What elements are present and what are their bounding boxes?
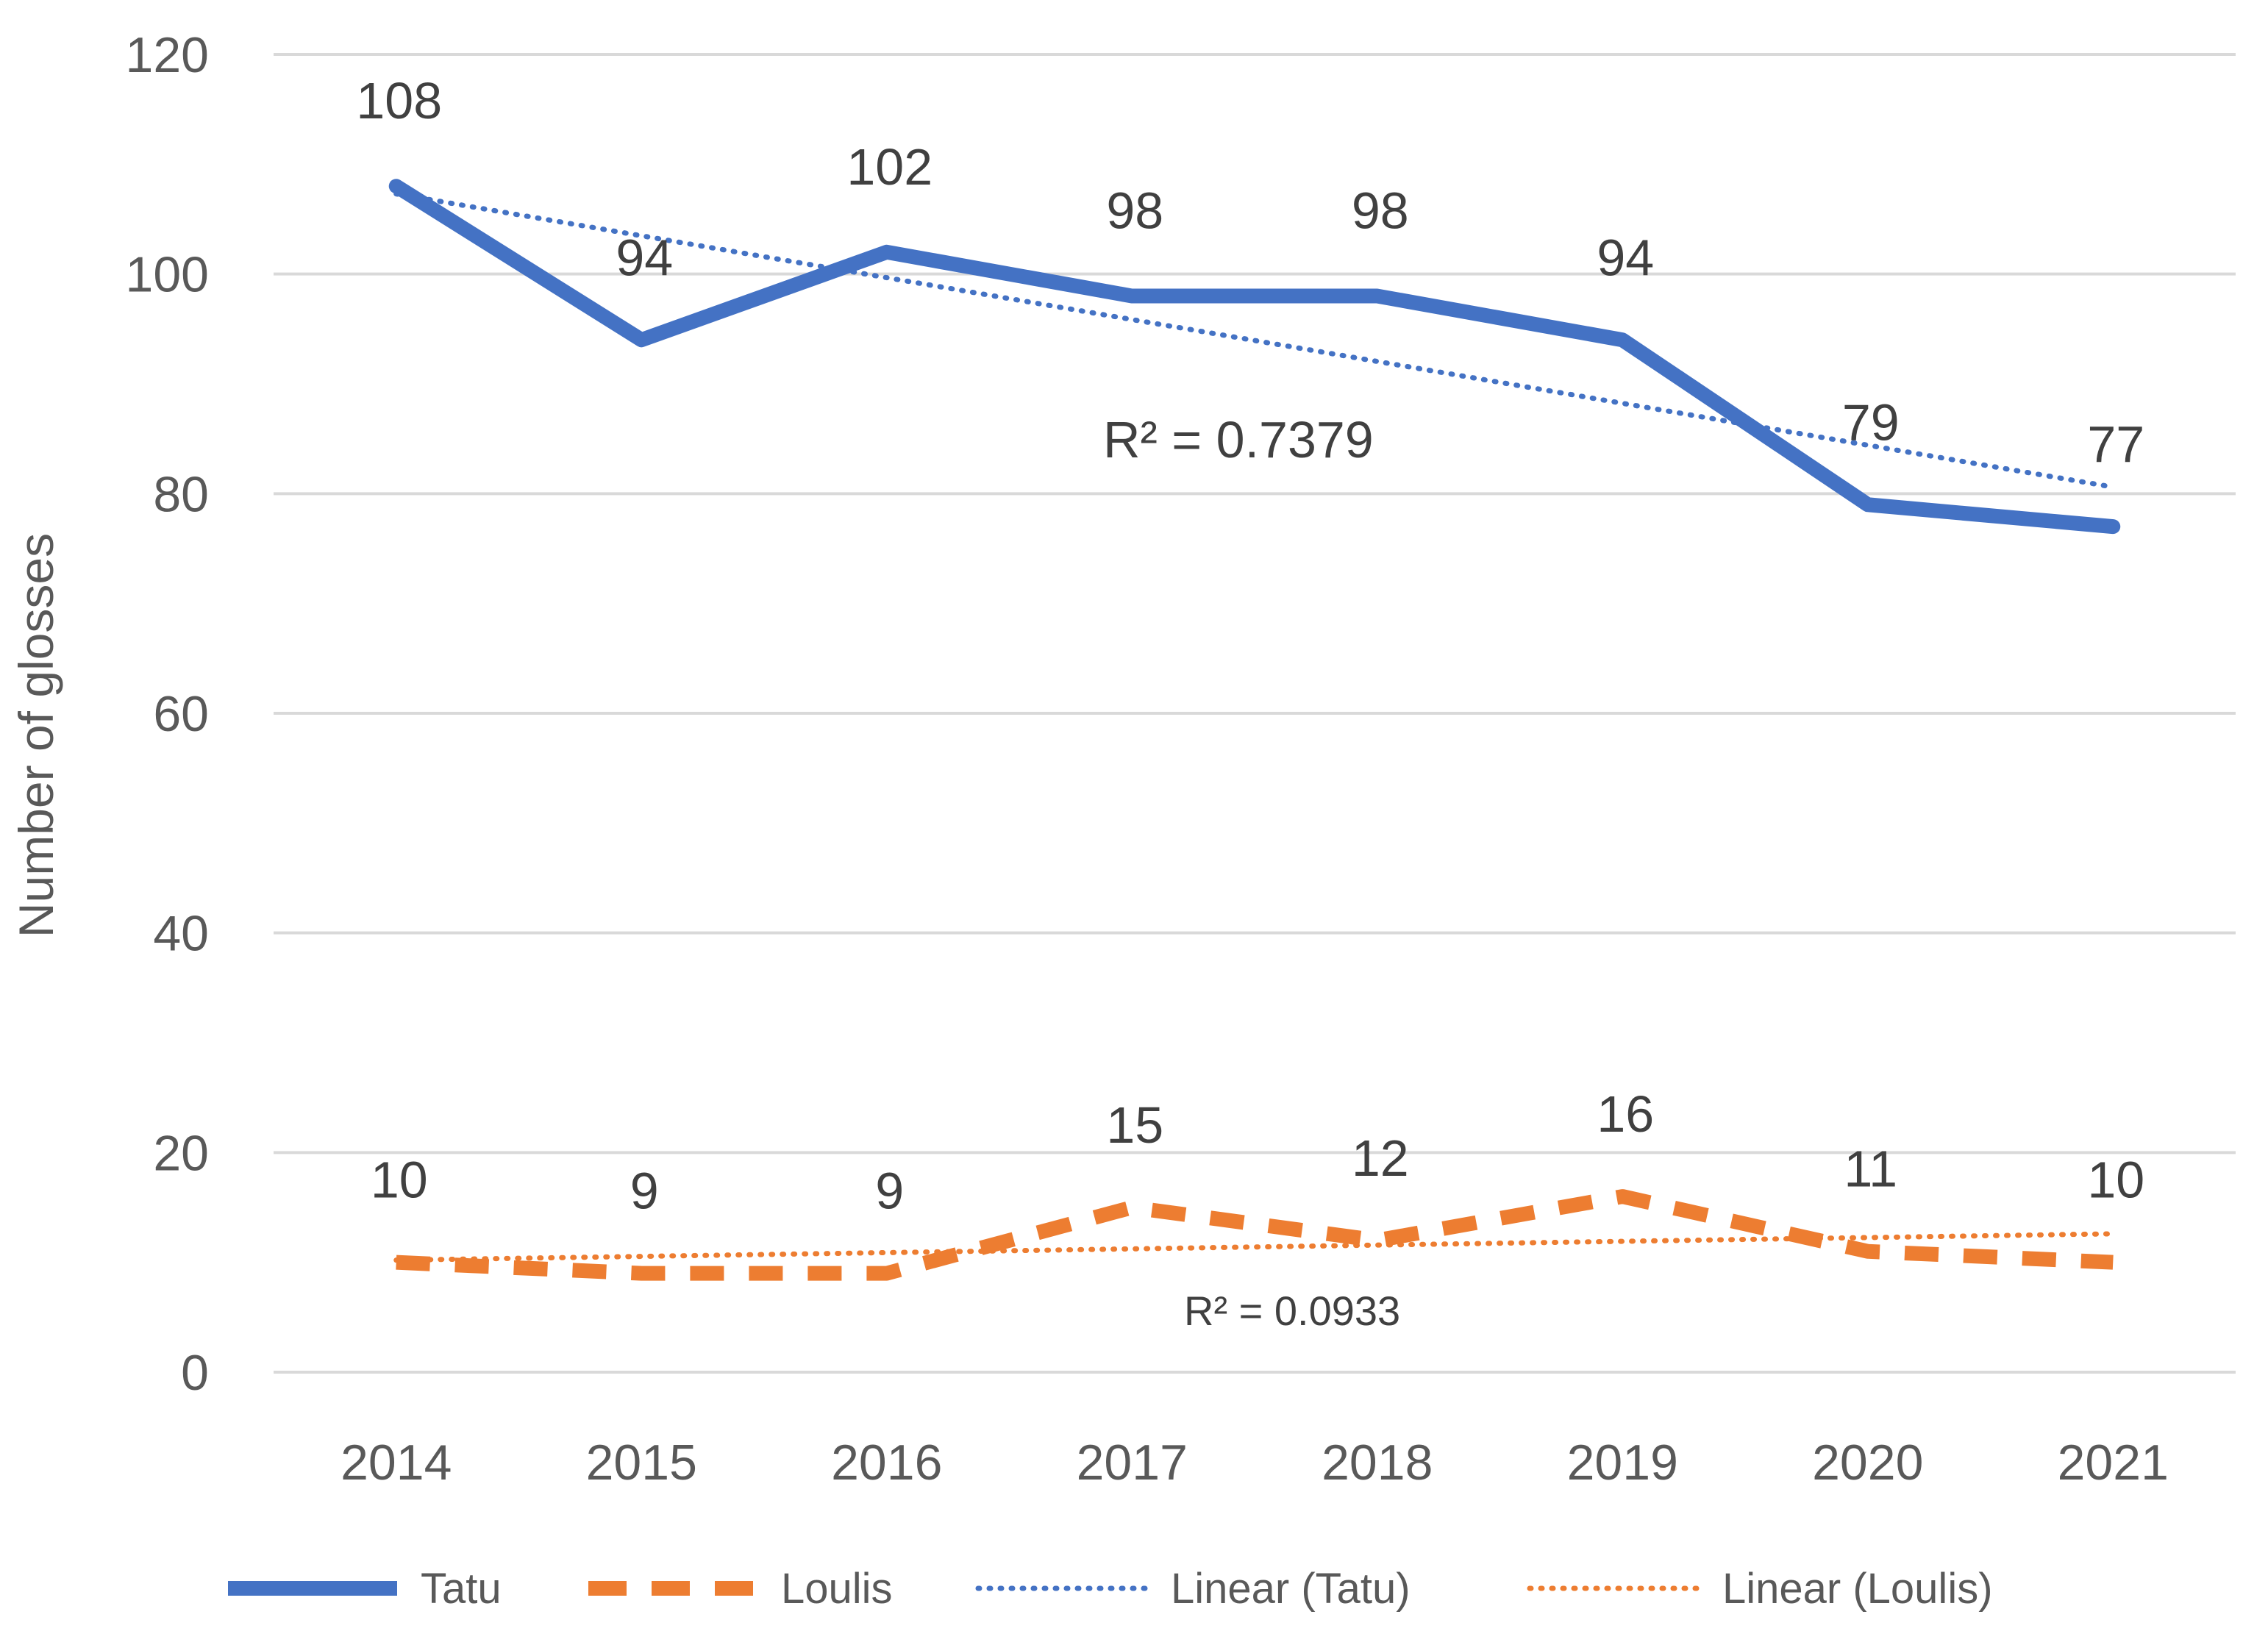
- data-label: 10: [2087, 1152, 2144, 1209]
- data-label: 98: [1106, 182, 1163, 240]
- legend-label: Tatu: [421, 1565, 502, 1613]
- legend-label: Linear (Tatu): [1171, 1565, 1411, 1613]
- y-axis-title: Number of glosses: [9, 533, 63, 938]
- r-squared-loulis: R² = 0.0933: [1184, 1288, 1400, 1334]
- data-labels: 108 94 102 98 98 94 79 77 10 9 9 15 12 16 11 10: [356, 72, 2144, 1219]
- trendline-linear-tatu: [393, 191, 2116, 490]
- data-label: 9: [630, 1163, 659, 1220]
- x-tick-label: 2018: [1322, 1435, 1433, 1491]
- y-tick-label: 40: [153, 906, 209, 962]
- x-tick-label: 2014: [340, 1435, 452, 1491]
- x-tick-label: 2021: [2058, 1435, 2169, 1491]
- legend-item: Loulis: [588, 1565, 893, 1613]
- data-label: 15: [1106, 1096, 1163, 1154]
- y-tick-label: 120: [126, 27, 209, 83]
- x-tick-label: 2020: [1812, 1435, 1923, 1491]
- data-label: 98: [1352, 182, 1409, 240]
- y-tick-label: 60: [153, 686, 209, 742]
- legend-item: Linear (Tatu): [975, 1565, 1411, 1613]
- data-label: 94: [1597, 229, 1654, 286]
- legend-label: Loulis: [781, 1565, 893, 1613]
- gridlines: [274, 53, 2236, 1374]
- x-tick-label: 2017: [1077, 1435, 1188, 1491]
- series-lines: [388, 179, 2121, 1281]
- data-label: 9: [875, 1163, 904, 1220]
- x-tick-label: 2015: [586, 1435, 697, 1491]
- legend-label: Linear (Loulis): [1722, 1565, 1993, 1613]
- r-squared-tatu: R² = 0.7379: [1103, 411, 1374, 468]
- x-tick-label: 2019: [1567, 1435, 1678, 1491]
- data-label: 12: [1352, 1129, 1409, 1187]
- data-label: 108: [356, 72, 442, 129]
- data-label: 16: [1597, 1085, 1654, 1143]
- y-tick-label: 100: [126, 247, 209, 303]
- y-tick-label: 20: [153, 1125, 209, 1181]
- data-label: 11: [1844, 1141, 1897, 1198]
- data-label: 102: [846, 138, 932, 196]
- y-tick-label: 80: [153, 466, 209, 522]
- legend: Tatu Loulis Linear (Tatu) Linear (Loulis): [228, 1565, 1993, 1613]
- r-squared-labels: R² = 0.7379 R² = 0.0933: [1103, 411, 1400, 1334]
- data-label: 77: [2087, 415, 2144, 473]
- trendlines: [393, 191, 2116, 1263]
- legend-item: Tatu: [228, 1565, 502, 1613]
- y-tick-label: 0: [181, 1345, 209, 1401]
- legend-item: Linear (Loulis): [1527, 1565, 1993, 1613]
- axes: 0 20 40 60 80 100 120 2014 2015 2016 2017 2018 2019 2…: [126, 27, 2169, 1491]
- data-label: 94: [616, 229, 673, 286]
- trendline-linear-loulis: [393, 1231, 2116, 1263]
- data-label: 10: [371, 1152, 428, 1209]
- x-tick-label: 2016: [831, 1435, 942, 1491]
- data-label: 79: [1842, 393, 1900, 451]
- series-line-tatu: [388, 179, 2121, 535]
